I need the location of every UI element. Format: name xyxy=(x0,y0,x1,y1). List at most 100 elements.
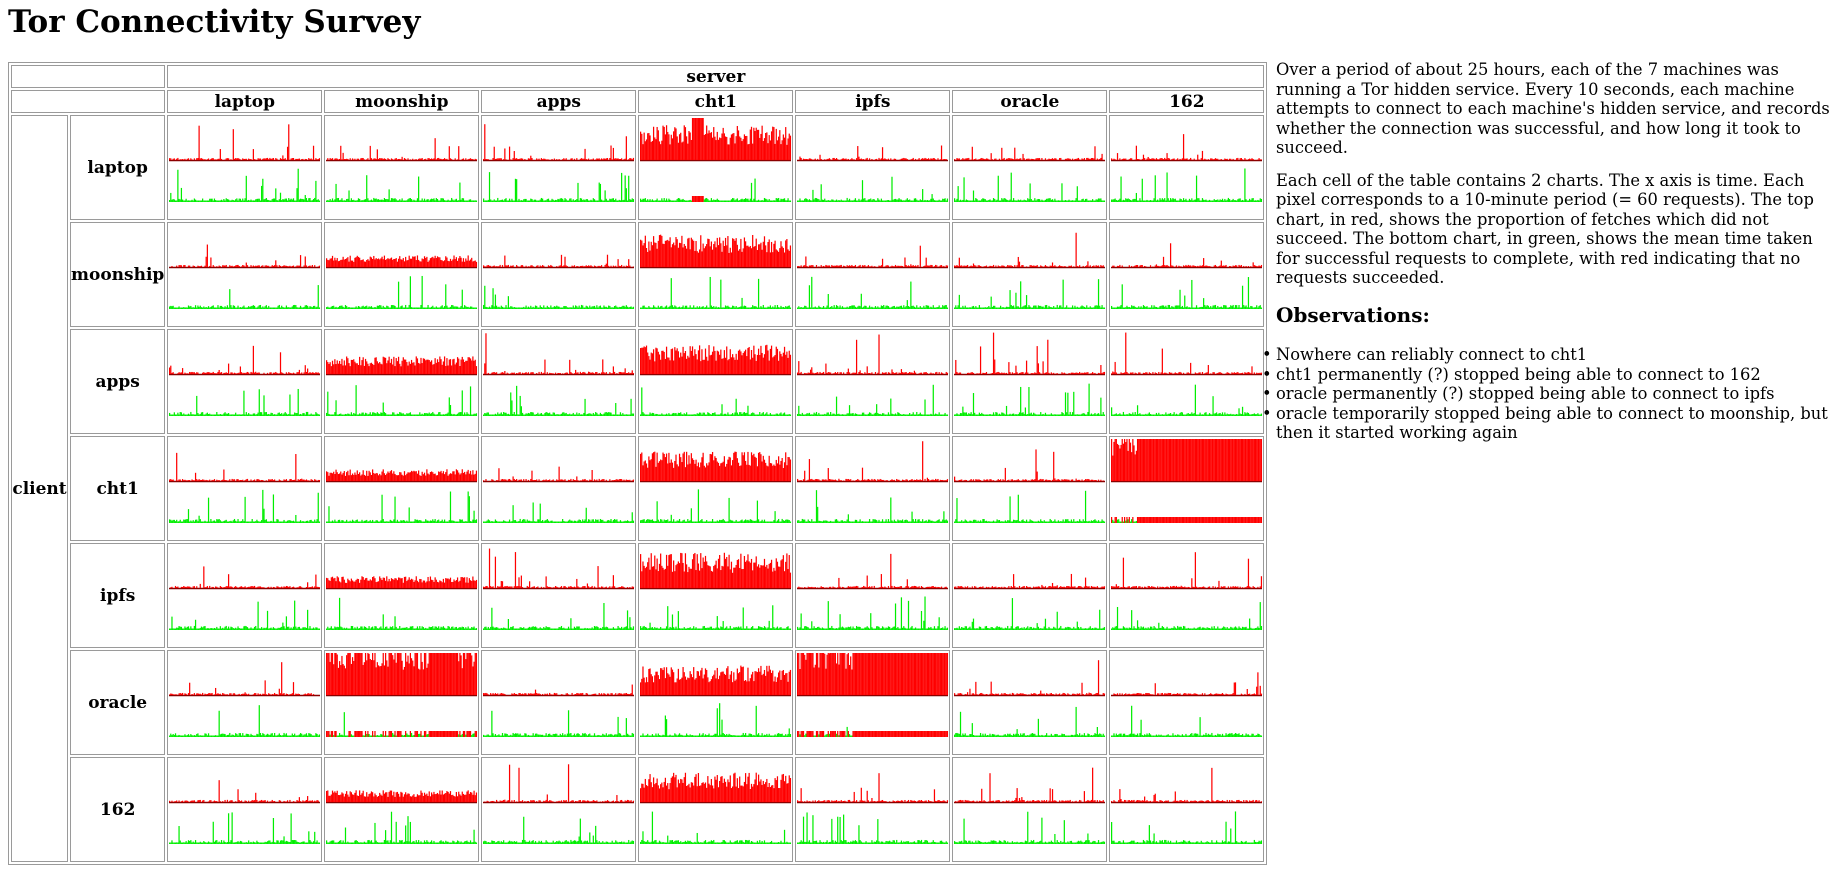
latency-bar xyxy=(719,414,721,416)
failure-bar xyxy=(569,359,571,374)
failure-bar xyxy=(1006,266,1008,267)
latency-bar xyxy=(694,307,696,309)
failure-bar xyxy=(1040,373,1042,374)
latency-bar xyxy=(999,413,1001,416)
latency-bar xyxy=(740,306,742,309)
chart-cell xyxy=(952,329,1108,434)
latency-bar xyxy=(300,413,302,416)
latency-bar xyxy=(360,307,362,309)
latency-bar xyxy=(1062,279,1065,309)
failure-bar xyxy=(1222,265,1224,267)
failure-bar xyxy=(881,265,883,267)
failure-bar xyxy=(188,373,190,374)
failure-bar xyxy=(483,265,485,267)
failure-bar xyxy=(424,256,426,267)
latency-bar xyxy=(1177,305,1179,309)
latency-bar xyxy=(1101,200,1104,202)
latency-bar xyxy=(1234,414,1236,416)
latency-bar xyxy=(1206,200,1209,202)
failure-bar xyxy=(627,372,629,374)
failure-bar xyxy=(273,158,275,160)
latency-bar xyxy=(197,305,199,309)
latency-bar xyxy=(693,414,695,416)
latency-bar xyxy=(530,198,532,202)
latency-bar xyxy=(293,198,295,202)
failure-bar xyxy=(890,158,892,160)
latency-bar xyxy=(1091,413,1093,416)
failure-bar xyxy=(1036,265,1039,267)
latency-bar xyxy=(369,412,372,416)
failure-bar xyxy=(564,372,566,374)
failure-bar xyxy=(456,257,458,267)
failure-bar xyxy=(908,265,910,267)
latency-bar xyxy=(759,412,761,416)
failure-bar xyxy=(189,480,191,481)
latency-bar xyxy=(833,200,836,202)
failure-bar xyxy=(844,265,846,267)
latency-bar xyxy=(526,307,529,309)
latency-bar xyxy=(443,414,445,416)
latency-bar xyxy=(610,307,612,309)
latency-bar xyxy=(870,412,872,416)
failure-bar xyxy=(519,372,522,374)
latency-bar xyxy=(773,307,775,309)
latency-bar xyxy=(995,307,997,309)
latency-bar xyxy=(1053,306,1055,309)
failure-bar xyxy=(366,361,368,374)
latency-bar xyxy=(516,307,518,309)
failure-bar xyxy=(882,258,884,267)
failure-bar xyxy=(1138,159,1140,160)
latency-bar xyxy=(183,200,185,202)
failure-bar xyxy=(850,265,852,267)
failure-bar xyxy=(522,158,524,160)
failure-bar xyxy=(1177,373,1179,374)
latency-bar xyxy=(624,175,627,202)
failure-bar xyxy=(641,347,643,374)
failure-bar xyxy=(1120,372,1122,374)
failure-bar xyxy=(720,349,722,374)
failure-bar xyxy=(530,265,532,267)
latency-bar xyxy=(676,307,679,309)
failure-bar xyxy=(378,258,380,267)
latency-bar xyxy=(929,200,931,202)
failure-bar xyxy=(222,265,224,267)
latency-bar xyxy=(342,306,345,309)
failure-bar xyxy=(316,372,319,374)
failure-bar xyxy=(647,251,649,267)
failure-bar xyxy=(1043,373,1046,374)
failure-bar xyxy=(1040,265,1042,267)
latency-bar xyxy=(977,414,980,416)
failure-bar xyxy=(1092,372,1094,374)
latency-bar xyxy=(861,199,863,202)
failure-bar xyxy=(1085,266,1087,267)
failure-bar xyxy=(339,158,341,160)
latency-bar xyxy=(810,200,812,202)
failure-bar xyxy=(397,159,399,160)
failure-bar xyxy=(720,138,722,160)
failure-bar xyxy=(244,158,247,160)
latency-bar xyxy=(394,305,396,309)
latency-bar xyxy=(1158,412,1160,416)
latency-bar xyxy=(778,414,780,416)
latency-bar xyxy=(966,199,968,202)
latency-bar xyxy=(819,306,821,309)
latency-bar xyxy=(299,199,301,202)
latency-bar xyxy=(250,199,252,202)
failure-bar xyxy=(778,251,780,267)
failure-bar xyxy=(1149,158,1151,160)
failure-bar xyxy=(457,357,459,374)
latency-bar xyxy=(1171,199,1173,202)
latency-bar xyxy=(614,306,616,309)
latency-bar xyxy=(783,413,785,416)
failure-bar xyxy=(443,361,445,374)
failure-bar xyxy=(1084,372,1086,374)
latency-bar xyxy=(1226,199,1229,202)
failure-bar xyxy=(840,372,843,374)
latency-bar xyxy=(548,307,550,309)
failure-bar xyxy=(628,372,630,374)
latency-bar xyxy=(1022,412,1024,416)
latency-bar xyxy=(399,412,401,416)
latency-bar xyxy=(208,414,210,416)
failure-bar xyxy=(395,258,398,267)
failure-bar xyxy=(177,480,179,481)
